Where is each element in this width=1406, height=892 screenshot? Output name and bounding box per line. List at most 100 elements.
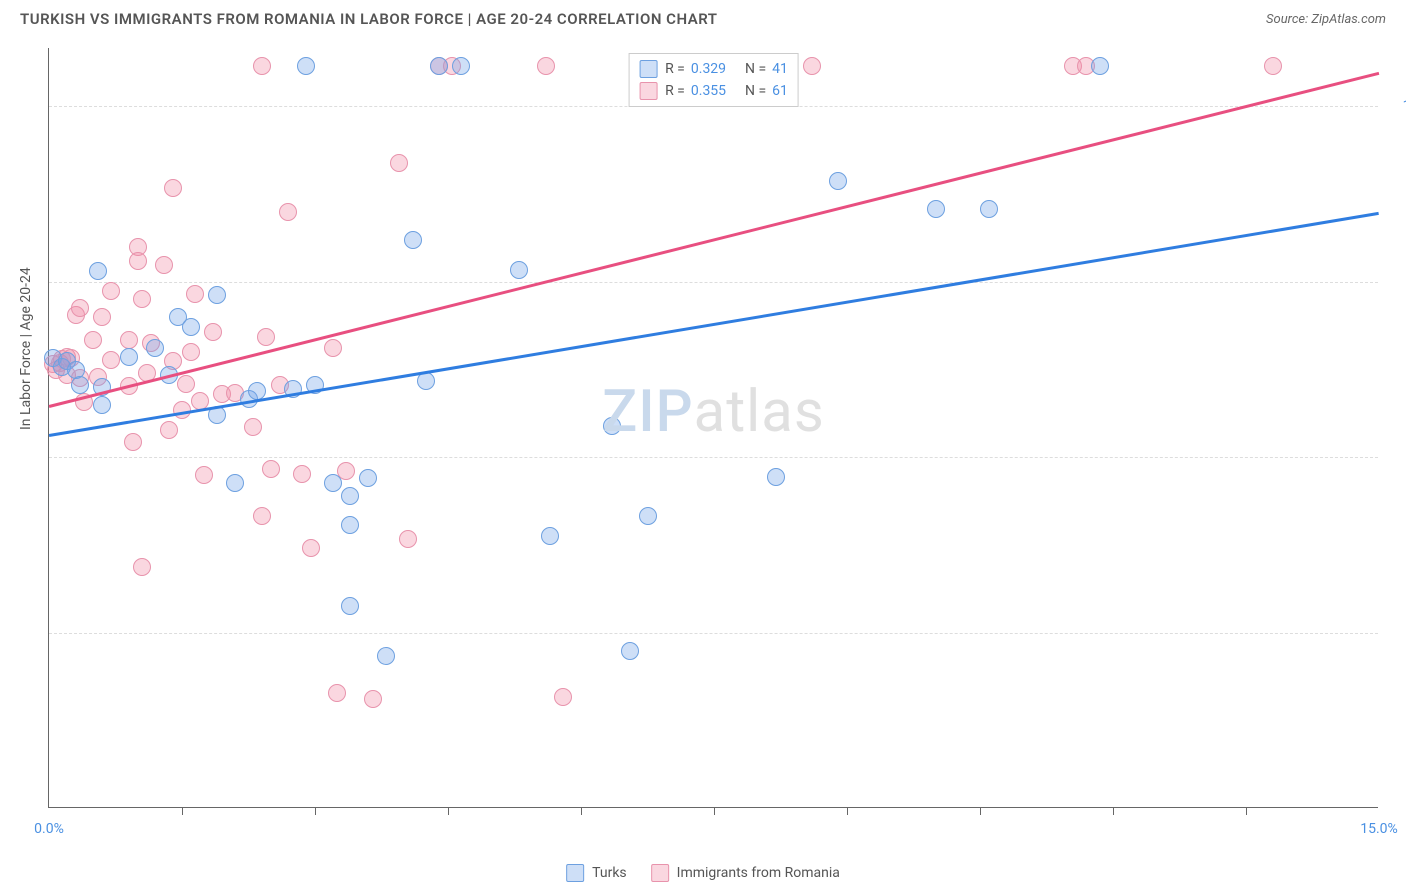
legend-swatch [651,864,669,882]
data-point [129,252,147,270]
data-point [84,331,102,349]
data-point [279,203,297,221]
data-point [71,376,89,394]
data-point [226,474,244,492]
chart-title: TURKISH VS IMMIGRANTS FROM ROMANIA IN LA… [20,10,718,28]
xtick-label: 0.0% [34,821,64,837]
xtick [714,807,715,815]
chart-source: Source: ZipAtlas.com [1266,12,1386,27]
data-point [93,396,111,414]
data-point [120,348,138,366]
xtick [1113,807,1114,815]
ytick-label: 85.0% [1388,274,1406,290]
data-point [182,318,200,336]
scatter-chart: ZIPatlas R =0.329 N =41R =0.355 N =61 55… [48,48,1378,808]
chart-header: TURKISH VS IMMIGRANTS FROM ROMANIA IN LA… [0,0,1406,36]
data-point [182,343,200,361]
data-point [133,558,151,576]
gridline [49,457,1378,458]
data-point [364,690,382,708]
data-point [253,57,271,75]
data-point [146,339,164,357]
data-point [195,466,213,484]
data-point [1264,57,1282,75]
data-point [124,433,142,451]
gridline [49,633,1378,634]
data-point [257,328,275,346]
xtick-label: 15.0% [1360,821,1398,837]
data-point [399,530,417,548]
data-point [621,642,639,660]
data-point [164,179,182,197]
data-point [554,688,572,706]
data-point [324,474,342,492]
data-point [341,597,359,615]
data-point [980,200,998,218]
data-point [328,684,346,702]
data-point [541,527,559,545]
data-point [377,647,395,665]
data-point [204,323,222,341]
legend-swatch [639,60,657,78]
xtick [581,807,582,815]
xtick [315,807,316,815]
data-point [803,57,821,75]
data-point [603,417,621,435]
legend-label: Immigrants from Romania [677,865,840,881]
watermark: ZIPatlas [602,378,825,446]
correlation-legend: R =0.329 N =41 R =0.355 N =61 [628,53,799,107]
data-point [133,290,151,308]
data-point [452,57,470,75]
data-point [253,507,271,525]
legend-swatch [639,82,657,100]
data-point [341,516,359,534]
series-legend: Turks Immigrants from Romania [566,864,840,882]
data-point [120,331,138,349]
legend-swatch [566,864,584,882]
data-point [293,465,311,483]
data-point [248,382,266,400]
legend-row: R =0.355 N =61 [639,80,788,102]
data-point [177,375,195,393]
data-point [390,154,408,172]
data-point [208,286,226,304]
legend-stats: R =0.329 N =41 [665,61,788,77]
data-point [359,469,377,487]
data-point [341,487,359,505]
xtick [182,807,183,815]
xtick [980,807,981,815]
data-point [160,421,178,439]
data-point [927,200,945,218]
data-point [155,256,173,274]
data-point [417,372,435,390]
gridline [49,282,1378,283]
watermark-atlas: atlas [694,378,825,446]
data-point [89,262,107,280]
data-point [71,299,89,317]
data-point [537,57,555,75]
data-point [1091,57,1109,75]
ytick-label: 55.0% [1388,625,1406,641]
data-point [262,460,280,478]
data-point [404,231,422,249]
watermark-zip: ZIP [602,378,693,446]
data-point [186,285,204,303]
legend-row: R =0.329 N =41 [639,58,788,80]
data-point [430,57,448,75]
data-point [767,468,785,486]
legend-item: Turks [566,864,627,882]
xtick [448,807,449,815]
data-point [244,418,262,436]
legend-label: Turks [592,865,627,881]
y-axis-label: In Labor Force | Age 20-24 [18,267,34,430]
data-point [102,351,120,369]
ytick-label: 100.0% [1388,98,1406,114]
data-point [102,282,120,300]
data-point [829,172,847,190]
data-point [302,539,320,557]
trend-line [49,212,1379,437]
data-point [639,507,657,525]
data-point [297,57,315,75]
xtick [847,807,848,815]
legend-stats: R =0.355 N =61 [665,83,788,99]
